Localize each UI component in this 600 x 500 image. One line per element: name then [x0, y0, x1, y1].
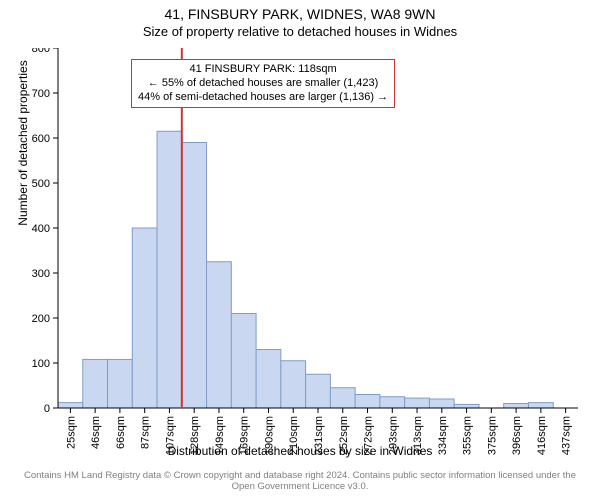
svg-text:400: 400 — [32, 223, 50, 235]
chart-svg: 010020030040050060070080025sqm46sqm66sqm… — [22, 48, 578, 464]
x-axis-label: Distribution of detached houses by size … — [0, 444, 600, 458]
svg-text:100: 100 — [32, 358, 50, 370]
svg-text:600: 600 — [32, 133, 50, 145]
svg-text:300: 300 — [32, 268, 50, 280]
svg-text:0: 0 — [44, 403, 50, 415]
callout-line-2: 44% of semi-detached houses are larger (… — [138, 91, 388, 105]
chart-title: 41, FINSBURY PARK, WIDNES, WA8 9WN — [0, 6, 600, 22]
svg-text:800: 800 — [32, 48, 50, 55]
chart-subtitle: Size of property relative to detached ho… — [0, 24, 600, 39]
svg-text:500: 500 — [32, 178, 50, 190]
chart-container: 41, FINSBURY PARK, WIDNES, WA8 9WN Size … — [0, 0, 600, 500]
svg-text:700: 700 — [32, 88, 50, 100]
callout-line-1: ← 55% of detached houses are smaller (1,… — [138, 77, 388, 91]
callout-line-0: 41 FINSBURY PARK: 118sqm — [138, 63, 388, 77]
callout-box: 41 FINSBURY PARK: 118sqm ← 55% of detach… — [131, 59, 395, 108]
chart-footer: Contains HM Land Registry data © Crown c… — [0, 470, 600, 493]
svg-text:200: 200 — [32, 313, 50, 325]
